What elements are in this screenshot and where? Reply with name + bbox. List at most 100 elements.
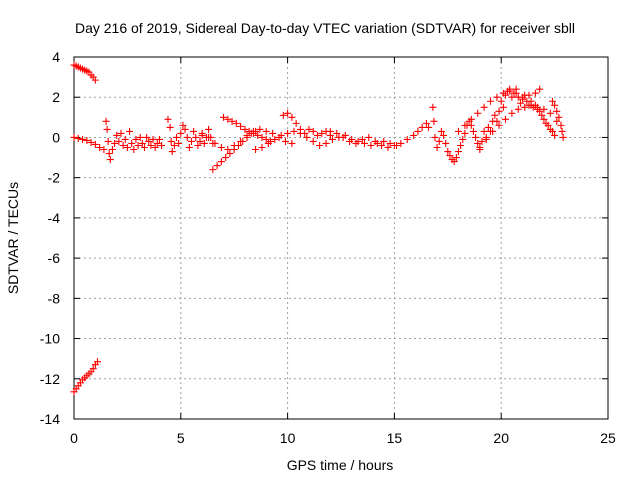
data-point [476,144,484,151]
data-point [164,115,172,123]
data-point [386,139,394,147]
y-tick-label: 0 [52,129,60,145]
data-point [501,115,509,123]
data-point [497,97,505,105]
data-point [384,144,392,151]
data-point [489,127,497,135]
data-point [103,125,111,133]
data-point [467,121,475,129]
data-point [519,93,527,101]
data-point [546,109,554,117]
data-point [551,131,559,139]
plot-area-frame [73,56,609,420]
data-point [170,141,178,149]
data-point [258,144,266,151]
y-axis-label: SDTVAR / TECUs [5,182,21,294]
data-point [499,89,507,97]
y-tick-label: -10 [40,331,60,347]
data-point [493,117,501,125]
data-point [126,127,134,135]
data-point [410,131,418,139]
data-point [226,150,234,158]
data-point [100,146,108,154]
data-point [166,123,174,131]
data-point [440,131,448,139]
data-point [87,138,95,146]
data-point [290,127,298,135]
data-point [309,127,317,135]
data-point [540,115,548,123]
data-point [196,137,204,145]
data-point [143,133,151,141]
x-axis-label: GPS time / hours [287,457,394,473]
data-point [224,115,232,123]
data-point [138,139,146,147]
data-point [378,141,386,149]
y-tick-label: -4 [48,210,61,226]
data-point [461,121,469,129]
data-point [534,103,542,111]
data-point [292,119,300,127]
data-point [444,148,452,156]
data-point [140,144,148,151]
data-point [288,139,296,147]
grid [74,57,608,419]
data-point [241,125,249,133]
data-point [322,139,330,147]
data-point [367,141,375,149]
data-point [339,133,347,141]
data-point [89,365,97,373]
data-point [173,133,181,141]
data-point [506,87,514,95]
data-point [371,137,379,145]
data-point [454,127,462,135]
data-point [457,141,465,149]
data-point [459,135,467,143]
data-point [493,93,501,101]
data-point [380,137,388,145]
y-tick-label: -8 [48,290,61,306]
data-point [217,158,225,166]
data-point [514,105,522,113]
x-axis-tick-labels: 0 5 10 15 20 25 [70,430,616,446]
data-point [551,101,559,109]
data-point [495,107,503,115]
data-point [326,127,334,135]
data-point [190,127,198,135]
data-point [559,133,567,141]
data-point [548,127,556,135]
data-point [525,91,533,99]
data-point [256,125,264,133]
data-point [446,152,454,160]
data-point [102,117,110,125]
chart-title: Day 216 of 2019, Sidereal Day-to-day VTE… [75,20,575,36]
data-point [281,137,289,145]
data-point [130,146,138,154]
data-point [252,146,260,154]
x-tick-label: 10 [280,430,296,446]
data-point [461,129,469,137]
data-point [482,135,490,143]
data-point [151,144,159,151]
y-tick-label: 4 [52,49,60,65]
data-point [93,358,101,366]
data-point [397,139,405,147]
data-point [237,122,245,130]
data-point [414,127,422,135]
data-point [111,139,119,147]
data-point [318,129,326,137]
data-point [222,154,230,162]
data-point [228,117,236,125]
data-point [113,131,121,139]
data-point [181,125,189,133]
data-point [194,141,202,149]
data-point [484,123,492,131]
data-point [301,129,309,137]
data-point [346,137,354,145]
data-point [155,135,163,143]
data-point [431,133,439,141]
data-point [480,103,488,111]
data-point [495,121,503,129]
data-point [487,97,495,105]
data-point [128,139,136,147]
